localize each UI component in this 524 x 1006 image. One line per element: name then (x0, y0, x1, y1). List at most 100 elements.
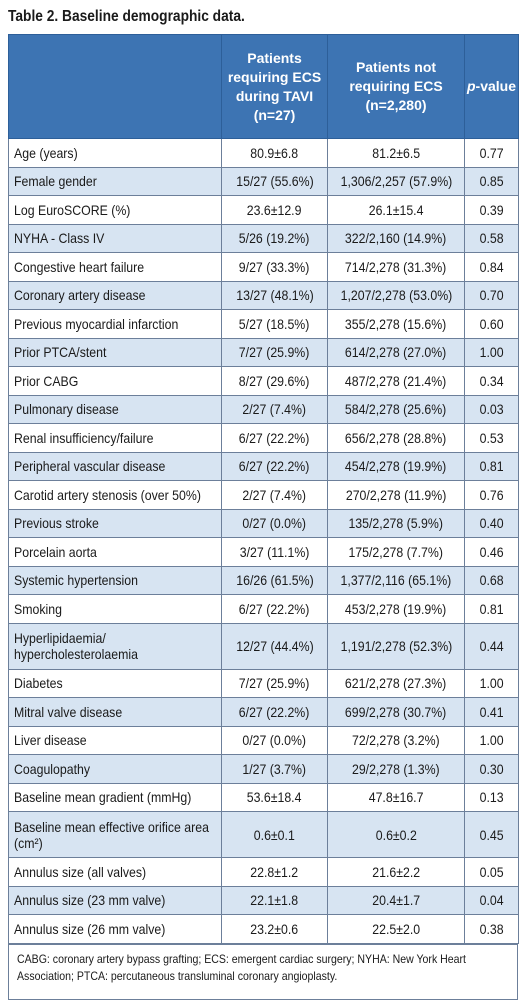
table-row: Previous myocardial infarction 5/27 (18.5… (8, 309, 519, 339)
row-label: Diabetes (8, 668, 222, 698)
p-value: 0.81 (464, 594, 519, 624)
table-row: Prior PTCA/stent 7/27 (25.9%) 614/2,278 (2… (8, 337, 519, 367)
row-label: Porcelain aorta (8, 537, 222, 567)
no-ecs-value: 699/2,278 (30.7%) (327, 697, 465, 727)
p-value: 0.81 (464, 451, 519, 481)
table-row: Coronary artery disease 13/27 (48.1%) 1,20… (8, 280, 519, 310)
ecs-value: 12/27 (44.4%) (221, 622, 328, 670)
ecs-value: 5/27 (18.5%) (221, 309, 328, 339)
ecs-value: 22.1±1.8 (221, 885, 328, 915)
ecs-value: 15/27 (55.6%) (221, 166, 328, 196)
no-ecs-value: 1,207/2,278 (53.0%) (327, 280, 465, 310)
no-ecs-value: 1,306/2,257 (57.9%) (327, 166, 465, 196)
no-ecs-value: 714/2,278 (31.3%) (327, 252, 465, 282)
ecs-value: 0/27 (0.0%) (221, 508, 328, 538)
ecs-value: 5/26 (19.2%) (221, 223, 328, 253)
no-ecs-value: 614/2,278 (27.0%) (327, 337, 465, 367)
row-label: Log EuroSCORE (%) (8, 195, 222, 225)
ecs-value: 2/27 (7.4%) (221, 394, 328, 424)
no-ecs-value: 1,377/2,116 (65.1%) (327, 565, 465, 595)
ecs-value: 3/27 (11.1%) (221, 537, 328, 567)
p-value: 0.68 (464, 565, 519, 595)
row-label: Hyperlipidaemia/ hypercholesterolaemia (8, 622, 222, 670)
p-value: 0.39 (464, 195, 519, 225)
ecs-value: 9/27 (33.3%) (221, 252, 328, 282)
table-row: Renal insufficiency/failure 6/27 (22.2%) 6… (8, 423, 519, 453)
table-row: NYHA - Class IV 5/26 (19.2%) 322/2,160 (14… (8, 223, 519, 253)
row-label: Systemic hypertension (8, 565, 222, 595)
p-value: 0.03 (464, 394, 519, 424)
ecs-value: 16/26 (61.5%) (221, 565, 328, 595)
table-row: Baseline mean effective orifice area (cm… (8, 811, 519, 858)
row-label: Annulus size (23 mm valve) (8, 885, 222, 915)
p-value: 0.38 (464, 914, 519, 944)
header-blank (8, 34, 222, 139)
ecs-value: 6/27 (22.2%) (221, 451, 328, 481)
ecs-value: 0/27 (0.0%) (221, 725, 328, 755)
p-value: 0.58 (464, 223, 519, 253)
ecs-value: 2/27 (7.4%) (221, 480, 328, 510)
row-label: Mitral valve disease (8, 697, 222, 727)
p-value: 0.70 (464, 280, 519, 310)
table-row: Female gender 15/27 (55.6%) 1,306/2,257 (5… (8, 166, 519, 196)
baseline-demographics-table: Patients requiring ECS during TAVI (n=27… (8, 34, 519, 944)
ecs-value: 1/27 (3.7%) (221, 754, 328, 784)
row-label: Liver disease (8, 725, 222, 755)
row-label: Annulus size (26 mm valve) (8, 914, 222, 944)
p-value: 0.34 (464, 366, 519, 396)
no-ecs-value: 21.6±2.2 (327, 857, 465, 887)
p-value: 0.41 (464, 697, 519, 727)
table-row: Pulmonary disease 2/27 (7.4%) 584/2,278 (2… (8, 394, 519, 424)
p-value: 1.00 (464, 668, 519, 698)
header-p-value: p-value (464, 34, 519, 139)
ecs-value: 7/27 (25.9%) (221, 668, 328, 698)
p-value: 0.60 (464, 309, 519, 339)
table-row: Mitral valve disease 6/27 (22.2%) 699/2,27… (8, 697, 519, 727)
ecs-value: 0.6±0.1 (221, 811, 328, 858)
p-value: 0.45 (464, 811, 519, 858)
row-label: Pulmonary disease (8, 394, 222, 424)
p-value: 0.40 (464, 508, 519, 538)
no-ecs-value: 270/2,278 (11.9%) (327, 480, 465, 510)
ecs-value: 6/27 (22.2%) (221, 423, 328, 453)
row-label: Baseline mean gradient (mmHg) (8, 782, 222, 812)
no-ecs-value: 81.2±6.5 (327, 138, 465, 168)
header-no-ecs: Patients not requiring ECS (n=2,280) (327, 34, 465, 139)
row-label: Smoking (8, 594, 222, 624)
row-label: Carotid artery stenosis (over 50%) (8, 480, 222, 510)
p-value: 0.44 (464, 622, 519, 670)
ecs-value: 53.6±18.4 (221, 782, 328, 812)
p-value: 0.53 (464, 423, 519, 453)
row-label: Coronary artery disease (8, 280, 222, 310)
table-row: Annulus size (23 mm valve) 22.1±1.8 20.4±1… (8, 885, 519, 915)
ecs-value: 23.2±0.6 (221, 914, 328, 944)
p-value: 0.04 (464, 885, 519, 915)
table-row: Prior CABG 8/27 (29.6%) 487/2,278 (21.4%) 0… (8, 366, 519, 396)
p-value: 1.00 (464, 725, 519, 755)
table-title: Table 2. Baseline demographic data. (8, 8, 245, 25)
table-row: Age (years) 80.9±6.8 81.2±6.5 0.77 (8, 138, 519, 168)
ecs-value: 23.6±12.9 (221, 195, 328, 225)
table-row: Liver disease 0/27 (0.0%) 72/2,278 (3.2%) 1… (8, 725, 519, 755)
no-ecs-value: 621/2,278 (27.3%) (327, 668, 465, 698)
no-ecs-value: 26.1±15.4 (327, 195, 465, 225)
no-ecs-value: 29/2,278 (1.3%) (327, 754, 465, 784)
row-label: Renal insufficiency/failure (8, 423, 222, 453)
table-row: Diabetes 7/27 (25.9%) 621/2,278 (27.3%) 1.0… (8, 668, 519, 698)
row-label: Peripheral vascular disease (8, 451, 222, 481)
no-ecs-value: 20.4±1.7 (327, 885, 465, 915)
table-row: Peripheral vascular disease 6/27 (22.2%) 4… (8, 451, 519, 481)
ecs-value: 6/27 (22.2%) (221, 697, 328, 727)
row-label: Prior CABG (8, 366, 222, 396)
table-row: Carotid artery stenosis (over 50%) 2/27 (… (8, 480, 519, 510)
p-value: 0.30 (464, 754, 519, 784)
ecs-value: 13/27 (48.1%) (221, 280, 328, 310)
table-row: Annulus size (all valves) 22.8±1.2 21.6±2.… (8, 857, 519, 887)
no-ecs-value: 454/2,278 (19.9%) (327, 451, 465, 481)
table-body: Age (years) 80.9±6.8 81.2±6.5 0.77 Female ge… (8, 138, 519, 944)
no-ecs-value: 584/2,278 (25.6%) (327, 394, 465, 424)
ecs-value: 7/27 (25.9%) (221, 337, 328, 367)
p-value: 0.13 (464, 782, 519, 812)
row-label: Annulus size (all valves) (8, 857, 222, 887)
no-ecs-value: 0.6±0.2 (327, 811, 465, 858)
